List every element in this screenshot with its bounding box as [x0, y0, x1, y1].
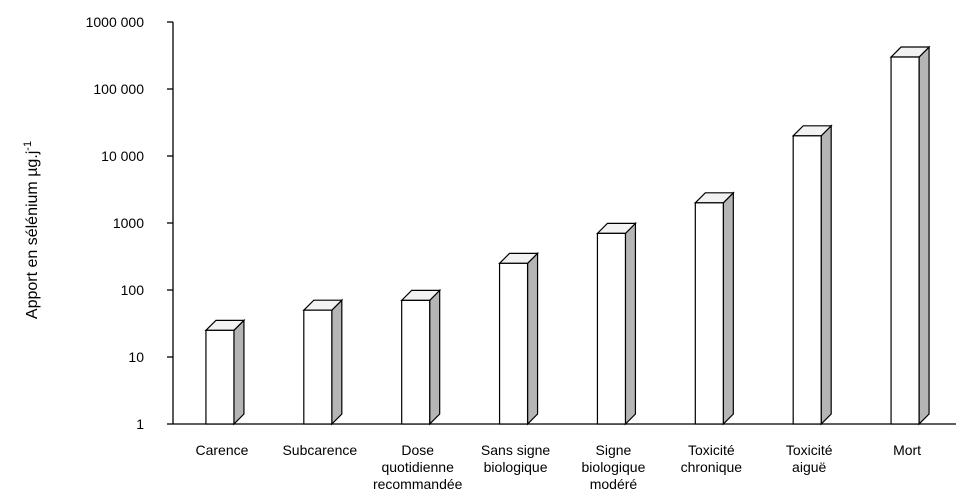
bar: [693, 191, 735, 426]
y-tick-label: 10 000: [101, 148, 144, 164]
bar: [204, 318, 246, 426]
x-tick-label: Sans signe biologique: [481, 442, 550, 475]
bar: [595, 221, 637, 426]
x-tick-label-line: quotidienne: [381, 459, 454, 475]
x-tick-label-line: Toxicité: [688, 442, 735, 458]
x-tick-labels: Carence Subcarence Dose quotidienne recomman…: [195, 442, 921, 492]
y-axis-label: Apport en sélénium µg.j-1: [22, 141, 41, 319]
bar: [302, 298, 344, 426]
y-tick-label: 10: [128, 349, 144, 365]
bar-front: [890, 56, 920, 425]
x-tick-label-line: Carence: [195, 442, 248, 458]
x-tick-label: Subcarence: [282, 442, 357, 458]
y-tick-label: 100 000: [93, 81, 144, 97]
bar: [791, 124, 833, 426]
bar-front: [694, 202, 724, 425]
chart-bars: [204, 45, 931, 426]
bar-side: [722, 191, 734, 426]
bar-side: [331, 298, 343, 426]
bar-front: [205, 329, 235, 425]
bar: [400, 288, 442, 426]
bar-front: [498, 262, 529, 425]
bar-side: [233, 318, 245, 426]
chart-axes: [167, 21, 956, 425]
bar-side: [429, 288, 441, 426]
bar-front: [401, 299, 431, 425]
bar-side: [624, 221, 637, 426]
x-tick-label-line: modéré: [590, 476, 638, 492]
x-tick-label-line: Signe: [596, 442, 632, 458]
y-tick-label: 1000 000: [86, 14, 145, 30]
x-tick-label: Dose quotidienne recommandée: [373, 442, 463, 492]
bar-front: [596, 232, 627, 425]
bar-side: [820, 124, 832, 426]
bar-side: [918, 45, 930, 426]
y-tick-labels: 1 10 100 1000 10 000 100 000 1000 000: [86, 14, 145, 432]
y-axis-label-main: Apport en sélénium µg.j: [24, 151, 41, 319]
bar: [889, 45, 931, 426]
x-tick-label-line: Sans signe: [481, 442, 550, 458]
x-tick-label-line: chronique: [681, 459, 743, 475]
y-axis-label-superscript: -1: [22, 141, 34, 151]
x-tick-label-line: aiguë: [792, 459, 826, 475]
x-tick-label-line: Subcarence: [282, 442, 357, 458]
bar-front: [792, 135, 822, 425]
x-tick-label: Toxicité aiguë: [786, 442, 833, 475]
x-tick-label: Carence: [195, 442, 248, 458]
bar-side: [526, 251, 539, 426]
bar-front: [303, 309, 333, 425]
x-tick-label: Signe biologique modéré: [582, 442, 646, 492]
x-tick-label-line: Toxicité: [786, 442, 833, 458]
x-tick-label: Toxicité chronique: [681, 442, 743, 475]
y-tick-label: 1: [136, 416, 144, 432]
x-tick-label-line: recommandée: [373, 476, 463, 492]
x-tick-label-line: Mort: [893, 442, 921, 458]
y-tick-label: 100: [121, 282, 145, 298]
x-tick-label-line: biologique: [484, 459, 548, 475]
x-tick-label-line: biologique: [582, 459, 646, 475]
y-tick-label: 1000: [113, 215, 144, 231]
x-tick-label: Mort: [893, 442, 921, 458]
x-tick-label-line: Dose: [401, 442, 434, 458]
bar: [498, 251, 540, 426]
